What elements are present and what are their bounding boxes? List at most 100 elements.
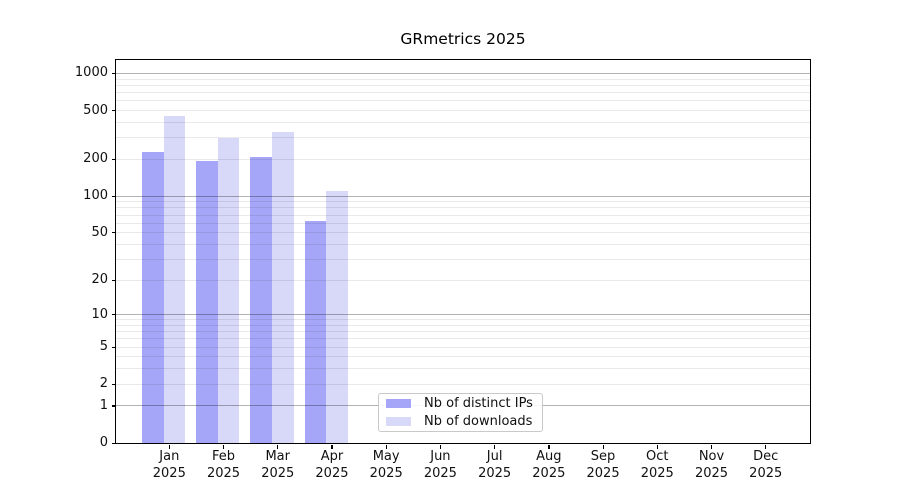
y-tick-label: 0: [99, 435, 108, 450]
x-tick-month: Mar: [265, 449, 290, 464]
x-tick-year: 2025: [586, 465, 620, 481]
x-tick-mark: [602, 444, 604, 449]
x-tick-month: Dec: [753, 449, 779, 464]
y-tick-mark: [111, 314, 116, 316]
minor-gridline: [115, 279, 810, 281]
y-tick-label: 500: [83, 102, 108, 118]
y-tick-label: 100: [83, 188, 108, 204]
x-tick-mark: [168, 444, 170, 449]
minor-gridline: [115, 78, 810, 80]
x-tick-month: Jan: [159, 449, 180, 464]
legend-row-downloads: Nb of downloads: [386, 414, 542, 430]
x-tick-month: Jun: [430, 449, 451, 464]
y-tick-mark: [111, 346, 116, 348]
bar-downloads-mar: [272, 131, 294, 443]
minor-gridline: [115, 84, 810, 86]
y-tick-mark: [111, 405, 116, 407]
minor-gridline: [115, 331, 810, 333]
x-tick-year: 2025: [423, 465, 457, 481]
x-tick-mark: [548, 444, 550, 449]
x-tick-year: 2025: [640, 465, 674, 481]
minor-gridline: [115, 110, 810, 111]
x-tick-mark: [277, 444, 279, 449]
x-tick-label: May 2025: [354, 449, 418, 482]
x-tick-month: Sep: [590, 449, 616, 464]
y-tick-label: 10: [91, 306, 108, 322]
x-tick-year: 2025: [206, 465, 241, 481]
x-tick-mark: [331, 444, 333, 449]
minor-gridline: [115, 222, 810, 224]
x-tick-month: Jul: [486, 449, 503, 464]
x-tick-label: Jun 2025: [408, 449, 472, 482]
minor-gridline: [115, 383, 810, 385]
minor-gridline: [115, 214, 810, 216]
legend-row-distinct-ips: Nb of distinct IPs: [386, 396, 542, 412]
minor-gridline: [115, 158, 810, 160]
y-tick-mark: [111, 232, 116, 234]
y-tick-mark: [111, 279, 116, 281]
x-tick-year: 2025: [315, 465, 349, 481]
minor-gridline: [115, 232, 810, 234]
x-tick-mark: [711, 444, 713, 449]
x-tick-year: 2025: [369, 465, 403, 481]
x-tick-year: 2025: [261, 465, 295, 481]
x-tick-label: Jul 2025: [463, 449, 527, 482]
bar-distinct-ips-feb: [196, 161, 218, 443]
chart-title: GRmetrics 2025: [400, 30, 526, 48]
x-tick-month: May: [372, 449, 400, 464]
x-tick-label: Oct 2025: [625, 449, 689, 482]
minor-gridline: [115, 243, 810, 245]
x-tick-month: Oct: [646, 449, 669, 464]
x-tick-mark: [656, 444, 658, 449]
minor-gridline: [115, 121, 810, 123]
minor-gridline: [115, 207, 810, 209]
x-tick-year: 2025: [532, 465, 566, 481]
minor-gridline: [115, 100, 810, 102]
bar-downloads-feb: [217, 137, 240, 443]
x-tick-label: Apr 2025: [300, 449, 364, 482]
y-tick-mark: [111, 383, 116, 385]
x-tick-label: Mar 2025: [246, 449, 310, 482]
x-tick-label: Aug 2025: [517, 449, 581, 482]
minor-gridline: [115, 137, 810, 139]
x-tick-month: Feb: [212, 449, 236, 464]
x-tick-year: 2025: [694, 465, 729, 481]
legend: Nb of distinct IPs Nb of downloads: [378, 393, 543, 432]
legend-label-downloads: Nb of downloads: [424, 414, 533, 429]
x-tick-label: Nov 2025: [680, 449, 744, 482]
x-tick-label: Dec 2025: [734, 449, 798, 482]
minor-gridline: [115, 356, 810, 358]
bar-distinct-ips-mar: [250, 157, 273, 443]
bar-distinct-ips-jan: [142, 151, 164, 443]
bar-downloads-jan: [163, 116, 186, 443]
x-tick-year: 2025: [749, 465, 783, 481]
x-tick-mark: [439, 444, 442, 449]
bar-distinct-ips-apr: [304, 220, 327, 443]
legend-label-distinct-ips: Nb of distinct IPs: [424, 396, 533, 411]
minor-gridline: [115, 338, 810, 340]
y-tick-mark: [111, 110, 116, 112]
x-tick-mark: [494, 444, 496, 449]
x-tick-label: Jan 2025: [137, 449, 201, 482]
plot-area: [114, 59, 811, 444]
bar-downloads-apr: [326, 190, 348, 443]
x-tick-year: 2025: [152, 465, 186, 481]
x-tick-month: Apr: [320, 449, 344, 464]
legend-swatch-downloads-icon: [386, 417, 411, 426]
legend-swatch-distinct-ips-icon: [386, 399, 411, 408]
y-tick-label: 2: [99, 376, 108, 392]
x-tick-year: 2025: [478, 465, 512, 481]
major-gridline: [115, 195, 810, 197]
x-tick-label: Feb 2025: [192, 449, 256, 482]
minor-gridline: [115, 319, 810, 321]
y-tick-label: 200: [83, 151, 108, 167]
x-tick-mark: [223, 444, 225, 449]
major-gridline: [115, 314, 810, 316]
y-tick-label: 1000: [74, 65, 108, 81]
y-tick-label: 1: [99, 397, 108, 413]
minor-gridline: [115, 346, 810, 348]
x-tick-month: Nov: [698, 449, 725, 464]
x-tick-month: Aug: [536, 449, 562, 464]
minor-gridline: [115, 368, 810, 370]
